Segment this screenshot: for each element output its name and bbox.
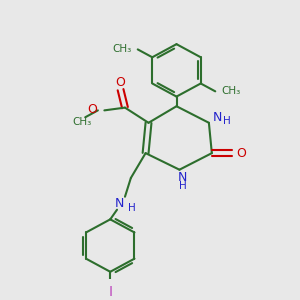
Text: N: N: [212, 111, 222, 124]
Text: H: H: [128, 203, 136, 213]
Text: CH₃: CH₃: [222, 86, 241, 96]
Text: N: N: [114, 197, 124, 210]
Text: H: H: [223, 116, 230, 126]
Text: O: O: [116, 76, 125, 89]
Text: H: H: [178, 181, 186, 191]
Text: O: O: [236, 147, 246, 160]
Text: CH₃: CH₃: [73, 117, 92, 127]
Text: CH₃: CH₃: [112, 44, 131, 54]
Text: O: O: [87, 103, 97, 116]
Text: N: N: [178, 172, 187, 184]
Text: I: I: [108, 286, 112, 299]
